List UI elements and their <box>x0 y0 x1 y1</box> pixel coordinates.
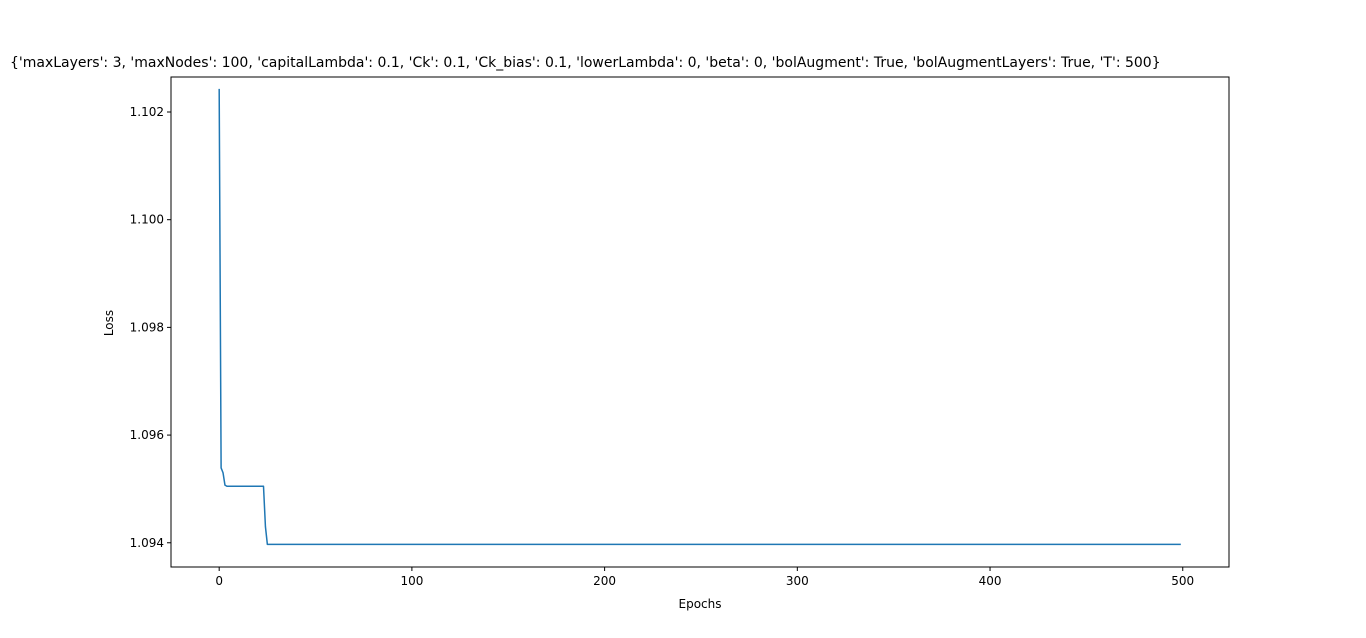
y-tick-label: 1.098 <box>130 320 164 334</box>
x-tick-label: 400 <box>979 574 1002 588</box>
chart-title: {'maxLayers': 3, 'maxNodes': 100, 'capit… <box>10 55 1161 71</box>
x-tick-label: 500 <box>1171 574 1194 588</box>
x-tick-label: 300 <box>786 574 809 588</box>
plot-area: 0 100 200 300 400 500 1.094 1.096 1.098 1.100 1.10… <box>130 76 1230 588</box>
x-axis-label: Epochs <box>679 597 722 611</box>
series-line-0 <box>218 88 1181 546</box>
y-tick-label: 1.096 <box>130 428 164 442</box>
x-tick-label: 0 <box>215 574 223 588</box>
y-axis-label: Loss <box>102 310 116 336</box>
y-tick-label: 1.094 <box>130 536 164 550</box>
x-tick-label: 200 <box>593 574 616 588</box>
x-tick-label: 100 <box>400 574 423 588</box>
y-tick-label: 1.102 <box>130 105 164 119</box>
plot-frame <box>170 76 1230 568</box>
y-tick-label: 1.100 <box>130 213 164 227</box>
